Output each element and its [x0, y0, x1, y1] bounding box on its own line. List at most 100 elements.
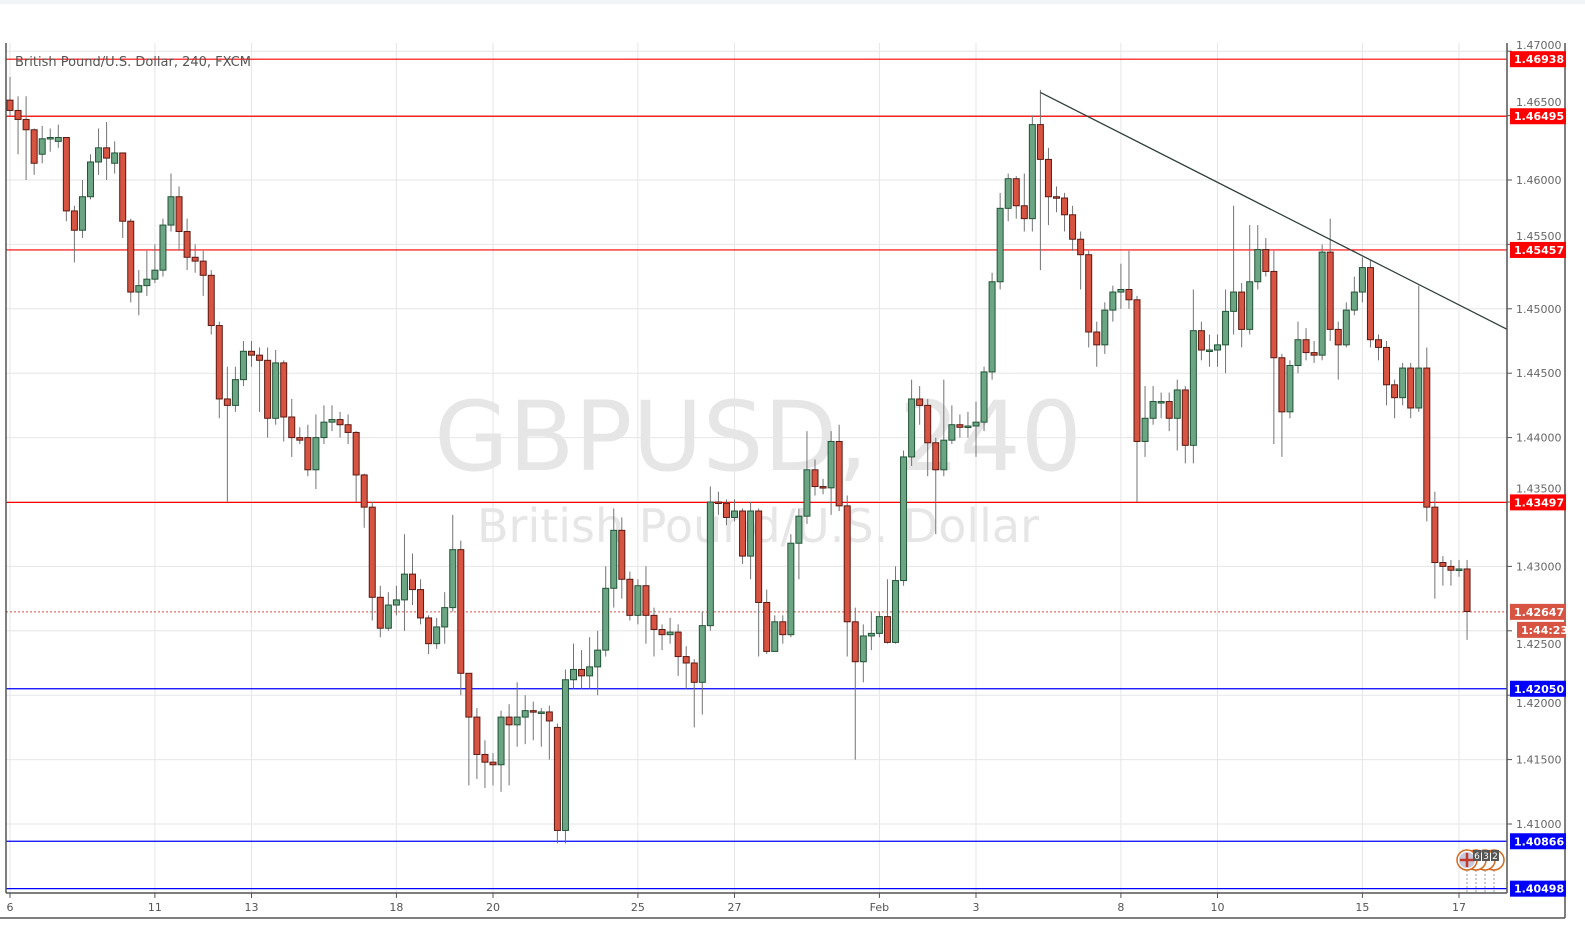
candle-down [1077, 238, 1085, 256]
resistance-price-label: 1.45457 [1514, 244, 1564, 257]
candle-down [763, 601, 771, 652]
candle-up [400, 573, 408, 601]
candle-up [964, 425, 972, 429]
candle-down [183, 231, 191, 258]
price-tick-label: 1.47000 [1516, 39, 1562, 52]
candle-down [199, 260, 207, 276]
candle-down [14, 109, 22, 120]
last-price-label: 1.42647 [1514, 606, 1564, 619]
trendline-layer [1040, 91, 1508, 330]
candle-down [296, 437, 304, 441]
candle-down [103, 147, 111, 159]
candle-down [722, 502, 730, 518]
candles [6, 76, 1471, 844]
candle-down [1423, 367, 1431, 508]
candle-up [46, 136, 54, 140]
candle-up [384, 604, 392, 629]
candle-down [916, 398, 924, 406]
candle-down [127, 220, 135, 293]
candle-up [95, 147, 103, 163]
candle-up [1358, 267, 1366, 293]
candle-down [256, 354, 264, 361]
candle-up [231, 379, 239, 406]
candle-down [1447, 565, 1455, 571]
candle-down [1366, 267, 1374, 341]
support-price-label: 1.40498 [1514, 883, 1564, 896]
candle-up [537, 711, 545, 714]
candle-down [1085, 254, 1093, 333]
candle-up [513, 716, 521, 726]
candle-up [892, 580, 899, 643]
candle-up [972, 421, 980, 427]
candle-down [223, 398, 231, 406]
candle-down [1044, 158, 1052, 198]
candle-up [698, 625, 706, 683]
candle-down [1439, 562, 1447, 567]
last-price-badge [1510, 603, 1566, 620]
candle-down [618, 529, 626, 580]
time-tick-label: 8 [1117, 901, 1124, 914]
candle-down [376, 596, 384, 629]
support-price-badge [1510, 833, 1566, 850]
price-tick-label: 1.42500 [1516, 638, 1562, 651]
candlestick-chart[interactable]: GBPUSD, 240 British Pound/U.S. Dollar 1.… [0, 4, 1585, 931]
candle-up [859, 635, 867, 663]
candle-up [940, 439, 948, 471]
candle-up [900, 456, 908, 582]
candle-down [1326, 251, 1334, 330]
candle-up [795, 515, 803, 544]
event-count: 2 [1492, 852, 1498, 862]
candle-up [561, 679, 569, 831]
candle-up [1101, 309, 1109, 346]
candle-down [191, 256, 199, 262]
candle-up [875, 616, 883, 634]
candle-up [666, 631, 674, 636]
candle-up [1141, 417, 1149, 442]
candle-up [441, 607, 449, 628]
candle-up [167, 196, 175, 226]
candle-down [248, 350, 255, 356]
price-tick-label: 1.46500 [1516, 96, 1562, 109]
price-axis[interactable]: 1.41000 1.41500 1.42000 1.42500 1.43000 1.435… [1507, 39, 1562, 831]
candle-down [779, 621, 787, 636]
candle-up [747, 510, 755, 557]
support-price-label: 1.42050 [1514, 683, 1564, 696]
chart-window: GBPUSD, 240 British Pound/U.S. Dollar 1.… [0, 4, 1585, 931]
candle-down [1012, 178, 1020, 207]
candle-down [505, 716, 513, 726]
candle-up [980, 371, 988, 423]
event-count-badge [1473, 850, 1481, 861]
candle-up [706, 501, 714, 627]
resistance-price-badge [1510, 108, 1566, 125]
candle-down [304, 437, 312, 471]
candle-up [948, 424, 956, 441]
candle-down [690, 662, 698, 683]
support-price-label: 1.40866 [1514, 835, 1564, 848]
candle-up [731, 510, 738, 518]
candle-up [1222, 310, 1230, 346]
candle-up [586, 666, 594, 677]
candle-up [1246, 281, 1254, 330]
candle-down [1165, 401, 1173, 419]
candle-down [417, 589, 425, 619]
candle-down [755, 510, 763, 603]
candle-down [175, 196, 183, 233]
candle-down [1278, 357, 1286, 413]
candle-down [22, 118, 30, 131]
candle-up [135, 285, 143, 293]
candle-up [1415, 367, 1423, 409]
time-tick-label: 10 [1211, 901, 1225, 914]
candle-up [1342, 309, 1350, 346]
support-price-badge [1510, 880, 1566, 897]
candle-down [835, 440, 843, 507]
event-count-badge [1482, 850, 1490, 861]
time-axis[interactable]: 6 11 13 18 20 25 27 Feb 3 8 10 15 17 [7, 893, 1467, 914]
candle-up [803, 469, 811, 517]
candle-up [312, 437, 320, 471]
candle-down [642, 585, 650, 616]
candle-up [570, 668, 577, 681]
candle-down [1431, 506, 1439, 564]
resistance-price-badge [1510, 494, 1566, 511]
candle-up [787, 542, 795, 636]
